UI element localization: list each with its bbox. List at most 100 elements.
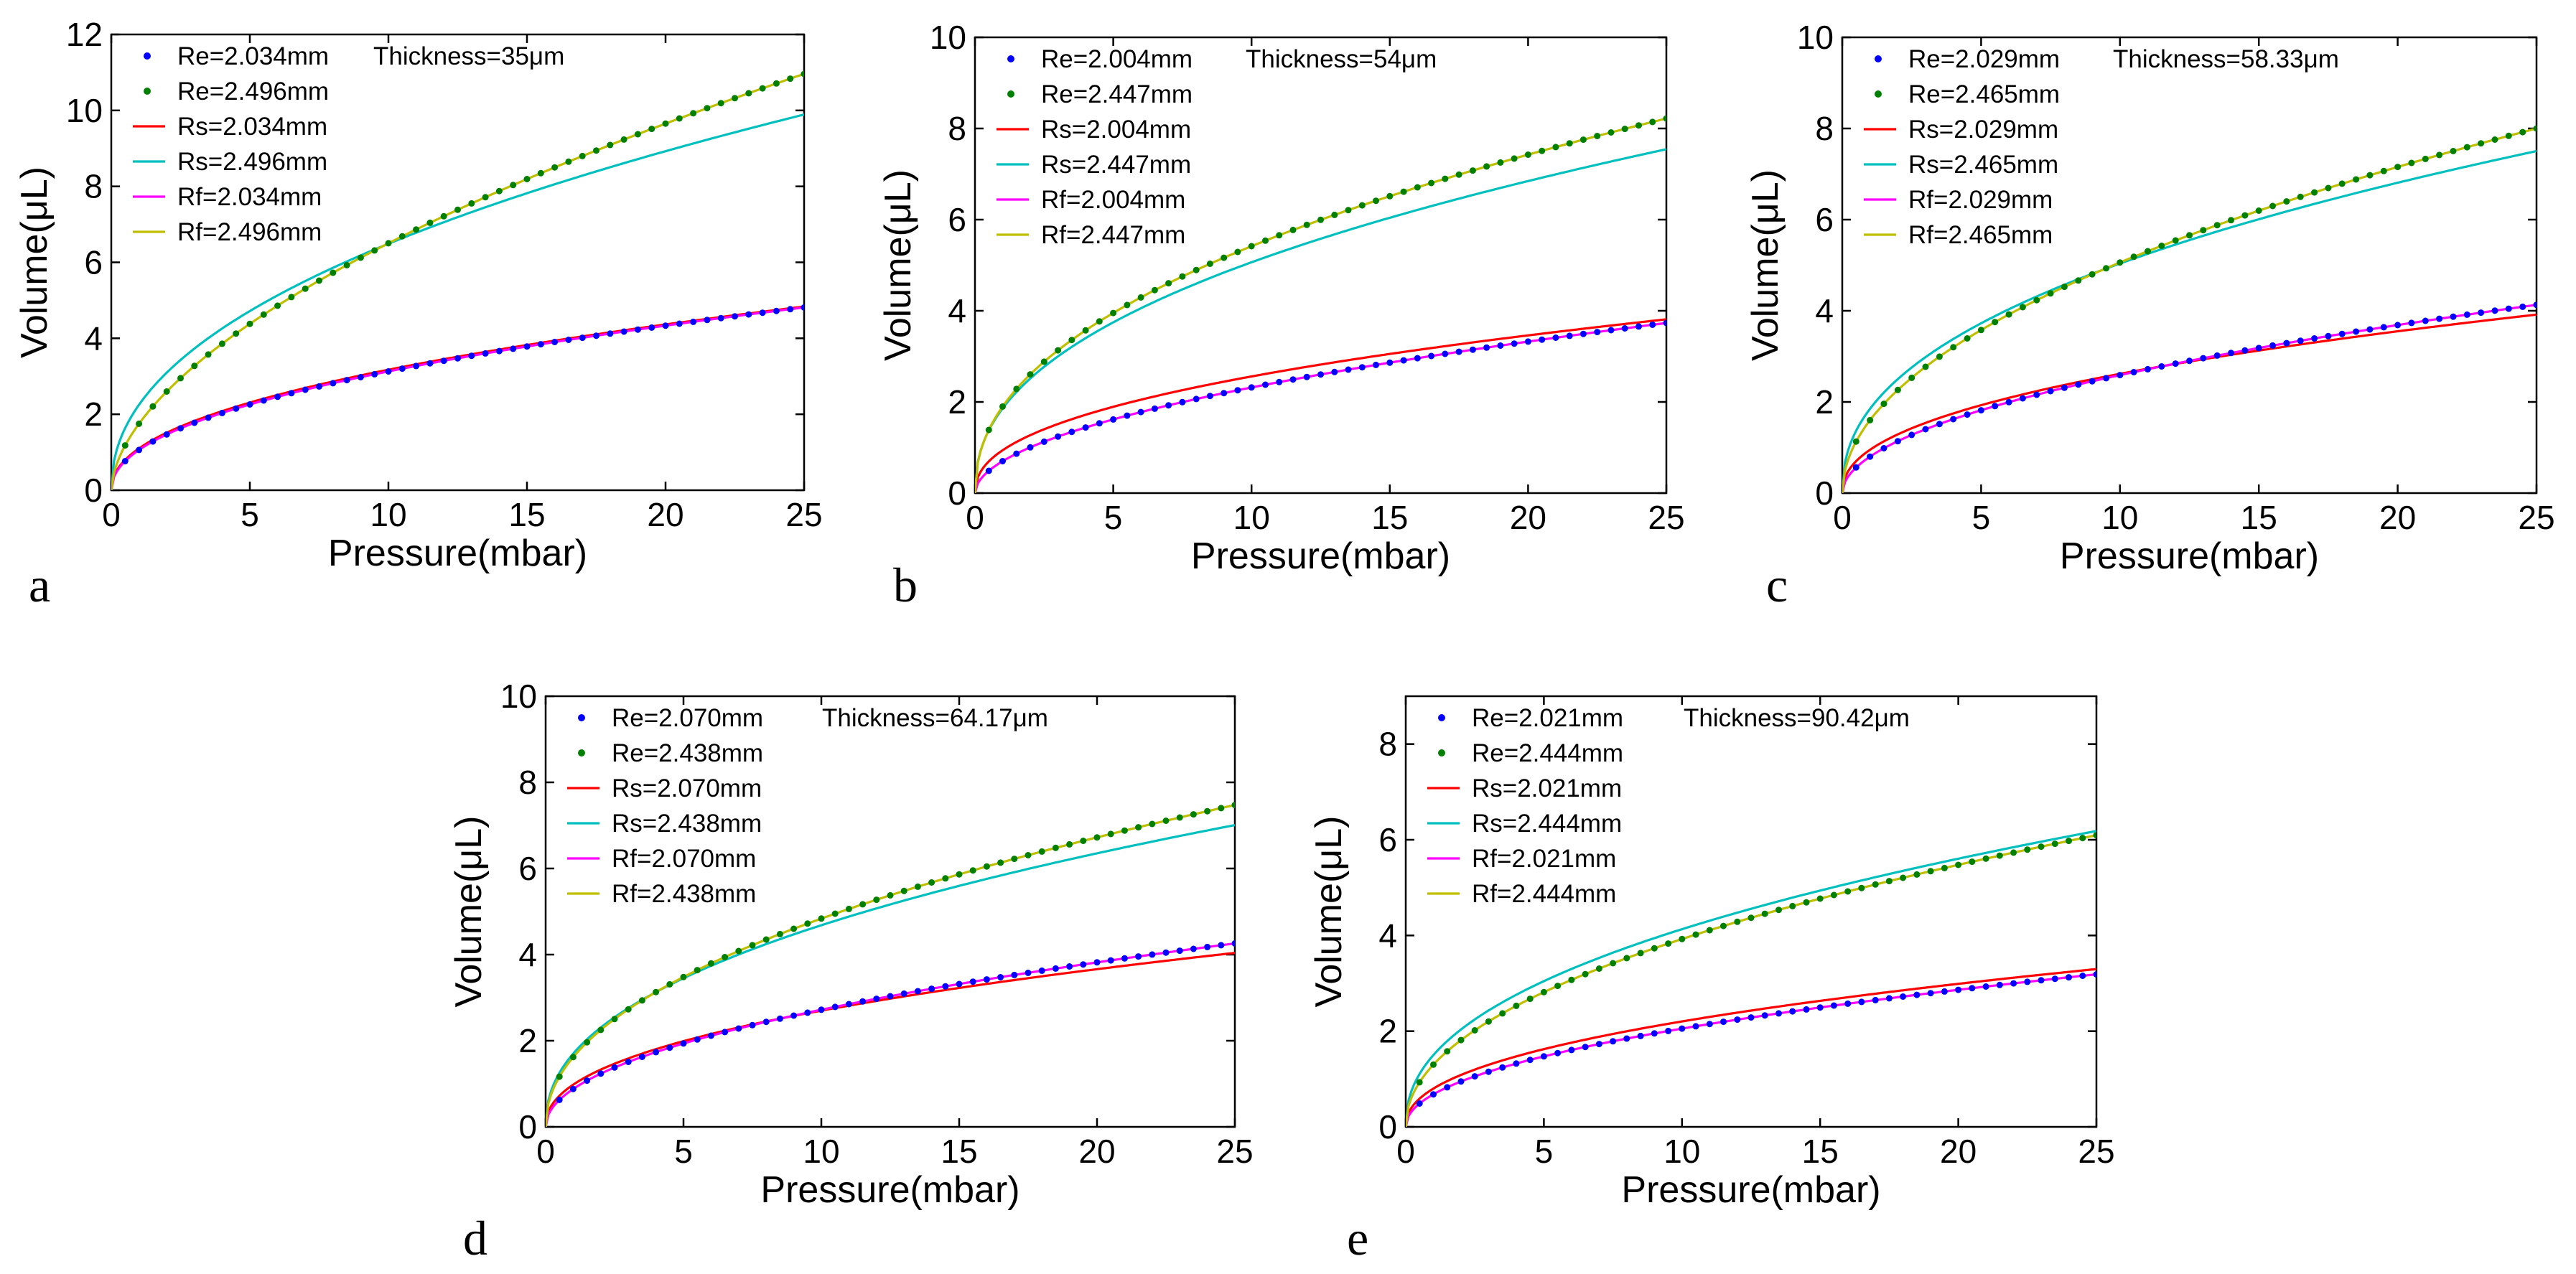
data-point bbox=[537, 341, 544, 348]
data-point bbox=[1124, 301, 1131, 309]
data-point bbox=[1303, 221, 1310, 228]
data-point bbox=[468, 200, 475, 207]
data-point bbox=[2394, 164, 2402, 171]
series-group bbox=[1406, 830, 2096, 1127]
y-axis-label: Volume(μL) bbox=[1308, 816, 1350, 1008]
x-axis-label: Pressure(mbar) bbox=[1621, 1169, 1880, 1211]
data-point bbox=[2010, 849, 2017, 856]
plot-frame bbox=[974, 36, 1668, 495]
data-point bbox=[1149, 951, 1156, 958]
data-point bbox=[1679, 1025, 1686, 1032]
data-point bbox=[2200, 227, 2207, 234]
data-point bbox=[1444, 1084, 1451, 1091]
data-point bbox=[735, 1025, 742, 1032]
data-point bbox=[1400, 357, 1407, 364]
data-point bbox=[969, 978, 976, 985]
series-group bbox=[546, 802, 1235, 1127]
legend-entry-label: Rs=2.465mm bbox=[1908, 151, 2058, 179]
data-point bbox=[1692, 931, 1699, 938]
x-tick-label: 10 bbox=[2101, 499, 2138, 536]
data-point bbox=[1137, 294, 1144, 301]
data-point bbox=[1206, 261, 1213, 267]
data-point bbox=[2394, 322, 2402, 329]
chart-panel-c: 0 5 10 15 20 250246810Pressure(mbar)Volume(μL… bbox=[1745, 19, 2555, 612]
y-tick-label: 6 bbox=[84, 244, 103, 281]
data-point bbox=[2093, 971, 2096, 978]
y-tick-label: 8 bbox=[84, 168, 103, 205]
data-point bbox=[1852, 464, 1859, 471]
data-point bbox=[1483, 344, 1490, 351]
data-point bbox=[233, 405, 240, 412]
chart-panel-a: 0 5 10 15 20 25 0 2 4 6 8 10 12 Pressure(mbar) Volume(… bbox=[14, 16, 823, 612]
data-point bbox=[1635, 122, 1642, 129]
data-point bbox=[1386, 359, 1394, 366]
data-point bbox=[1969, 985, 1976, 992]
data-point bbox=[1803, 1006, 1810, 1013]
data-point bbox=[1858, 884, 1865, 891]
legend-marker bbox=[1875, 55, 1882, 62]
x-tick-label: 10 bbox=[1233, 499, 1270, 536]
data-point bbox=[316, 383, 322, 390]
data-point bbox=[233, 330, 240, 337]
data-point bbox=[1162, 949, 1170, 956]
data-point bbox=[1941, 988, 1948, 995]
x-axis-label: Pressure(mbar) bbox=[1191, 535, 1450, 577]
data-point bbox=[1499, 1064, 1506, 1071]
data-point bbox=[749, 1021, 756, 1029]
data-point bbox=[2103, 265, 2109, 272]
data-point bbox=[121, 442, 129, 449]
data-point bbox=[2103, 375, 2109, 382]
legend-entry-label: Rf=2.029mm bbox=[1908, 186, 2053, 214]
data-point bbox=[1096, 318, 1103, 325]
data-point bbox=[2024, 978, 2031, 985]
data-point bbox=[1303, 373, 1310, 380]
data-point bbox=[1027, 444, 1034, 451]
data-point bbox=[1151, 286, 1158, 294]
data-point bbox=[666, 980, 673, 988]
data-point bbox=[620, 328, 627, 335]
data-point bbox=[482, 350, 489, 357]
data-point bbox=[845, 905, 852, 912]
x-tick-label: 5 bbox=[241, 496, 259, 533]
data-point bbox=[1204, 807, 1211, 815]
data-point bbox=[1789, 902, 1796, 909]
x-tick-label: 10 bbox=[803, 1133, 839, 1170]
data-point bbox=[638, 997, 645, 1004]
legend-entry-label: Re=2.029mm bbox=[1908, 45, 2060, 73]
data-point bbox=[2380, 167, 2387, 174]
data-point bbox=[2186, 232, 2193, 239]
data-point bbox=[1206, 393, 1213, 400]
data-point bbox=[1248, 243, 1255, 250]
data-point bbox=[2241, 347, 2249, 354]
legend-marker bbox=[1438, 749, 1445, 757]
panel-label: d bbox=[463, 1211, 487, 1265]
data-point bbox=[787, 306, 794, 313]
data-point bbox=[1665, 940, 1672, 947]
data-point bbox=[565, 337, 572, 343]
data-point bbox=[634, 326, 641, 333]
data-point bbox=[831, 1003, 839, 1011]
data-point bbox=[205, 351, 212, 358]
data-point bbox=[593, 147, 599, 154]
data-point bbox=[1358, 364, 1366, 371]
data-point bbox=[1637, 1032, 1644, 1039]
data-point bbox=[2061, 284, 2068, 291]
data-point bbox=[1025, 852, 1032, 858]
y-tick-label: 2 bbox=[84, 395, 103, 433]
data-point bbox=[1706, 927, 1713, 934]
data-point bbox=[983, 863, 990, 870]
data-point bbox=[1011, 971, 1018, 978]
data-point bbox=[1977, 327, 1984, 334]
data-point bbox=[1554, 1049, 1562, 1057]
data-point bbox=[569, 1085, 577, 1092]
data-point bbox=[762, 936, 770, 943]
legend-marker bbox=[578, 749, 585, 757]
data-point bbox=[997, 859, 1004, 866]
data-point bbox=[2463, 144, 2470, 151]
data-point bbox=[1221, 254, 1228, 261]
data-point bbox=[680, 973, 687, 980]
y-tick-label: 10 bbox=[500, 678, 537, 715]
data-point bbox=[1982, 855, 1989, 862]
legend-entry-label: Rs=2.070mm bbox=[612, 774, 762, 802]
data-point bbox=[2422, 317, 2429, 324]
